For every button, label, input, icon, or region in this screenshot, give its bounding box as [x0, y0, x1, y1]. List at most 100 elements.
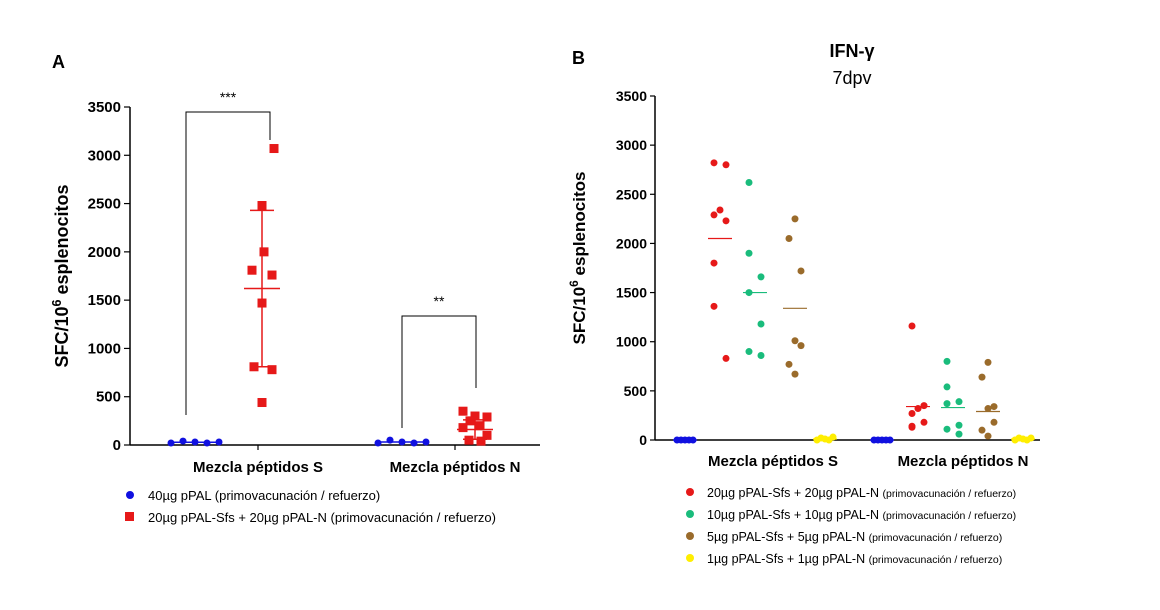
panel-a-label: A [52, 52, 65, 72]
panel-b-category-label: Mezcla péptidos S [708, 453, 838, 470]
panel-b-data-point-green [745, 178, 753, 186]
panel-a-data-point-red [257, 398, 267, 408]
panel-b-data-point-brown [984, 405, 992, 413]
panel-a-legend-marker [125, 512, 134, 521]
panel-b-data-point-brown [990, 403, 998, 411]
panel-a-y-axis-label: SFC/106 esplenocitos [50, 184, 72, 367]
panel-b-data-point-red [920, 418, 928, 426]
panel-a-y-tick-label: 500 [96, 389, 121, 406]
panel-b-data-point-green [955, 421, 963, 429]
panel-a-significance-bracket [185, 111, 271, 415]
panel-a-data-point-red [247, 265, 257, 275]
panel-a-category-label: Mezcla péptidos S [193, 459, 323, 476]
panel-b-subtitle: 7dpv [832, 68, 871, 88]
panel-b-data-point-red [710, 159, 718, 167]
panel-b-data-point-brown [791, 370, 799, 378]
panel-b-data-point-brown [978, 373, 986, 381]
panel-b-data-point-green [757, 320, 765, 328]
panel-b-legend-label: 10µg pPAL-Sfs + 10µg pPAL-N (primovacuna… [707, 508, 1016, 522]
panel-b-data-point-red [908, 409, 916, 417]
panel-b-data-point-green [745, 348, 753, 356]
panel-b-data-point-brown [990, 418, 998, 426]
panel-a-data-point-red [259, 247, 269, 257]
panel-a-data-point-blue [203, 439, 211, 447]
panel-b-legend-label: 1µg pPAL-Sfs + 1µg pPAL-N (primovacunaci… [707, 552, 1002, 566]
panel-b-data-point-brown [984, 432, 992, 440]
panel-b-legend-marker [686, 532, 694, 540]
panel-b-legend-marker [686, 488, 694, 496]
panel-b-data-point-green [943, 400, 951, 408]
panel-b-legend-label: 5µg pPAL-Sfs + 5µg pPAL-N (primovacunaci… [707, 530, 1002, 544]
panel-b-data-point-green [955, 398, 963, 406]
panel-a-data-point-red [482, 412, 492, 422]
panel-b-data-point-brown [785, 235, 793, 243]
panel-b-data-point-brown [984, 358, 992, 366]
panel-a-data-point-blue [179, 437, 187, 445]
panel-b-y-tick-label: 3000 [616, 137, 647, 153]
panel-a-data-point-red [482, 430, 492, 440]
panel-b-y-tick-label: 1500 [616, 285, 647, 301]
panel-b-data-point-red [908, 423, 916, 431]
panel-b-data-point-green [757, 351, 765, 359]
panel-a-legend-marker [126, 491, 134, 499]
panel-b-data-point-green [757, 273, 765, 281]
panel-b-data-point-green [955, 430, 963, 438]
panel-b-legend-marker [686, 510, 694, 518]
panel-a-data-point-blue [410, 439, 418, 447]
panel-a-y-tick-label: 0 [113, 437, 121, 454]
panel-b-y-tick-label: 3500 [616, 88, 647, 104]
panel-a-data-point-red [464, 435, 474, 445]
panel-b-data-point-green [745, 249, 753, 257]
panel-a-data-point-red [269, 144, 279, 154]
panel-b-y-axis-label: SFC/106 esplenocitos [567, 172, 589, 345]
panel-a-data-point-blue [374, 439, 382, 447]
panel-a-y-tick-label: 1000 [88, 340, 121, 357]
panel-b-data-point-brown [797, 342, 805, 350]
panel-a-significance-label: *** [220, 89, 237, 105]
panel-b-y-tick-label: 2000 [616, 235, 647, 251]
panel-a-y-tick-label: 2500 [88, 196, 121, 213]
panel-a-data-point-blue [422, 438, 430, 446]
panel-b-data-point-green [943, 425, 951, 433]
panel-a-y-tick-label: 1500 [88, 292, 121, 309]
panel-a-data-point-red [458, 423, 468, 433]
panel-b-data-point-yellow [1027, 434, 1035, 442]
panel-b-data-point-brown [791, 337, 799, 345]
panel-a-data-point-red [458, 406, 468, 416]
panel-a-data-point-red [470, 411, 480, 421]
panel-a-data-point-red [476, 436, 486, 446]
panel-a-data-point-blue [167, 439, 175, 447]
panel-b-data-point-red [920, 402, 928, 410]
panel-b-data-point-red [722, 161, 730, 169]
panel-b-y-tick-label: 2500 [616, 186, 647, 202]
panel-b-data-point-red [722, 217, 730, 225]
panel-a-y-tick-label: 2000 [88, 244, 121, 261]
panel-b-data-point-red [722, 354, 730, 362]
panel-b-legend-label: 20µg pPAL-Sfs + 20µg pPAL-N (primovacuna… [707, 486, 1016, 500]
panel-b-data-point-brown [791, 215, 799, 223]
panel-b-category-label: Mezcla péptidos N [898, 453, 1029, 470]
panel-b-y-tick-label: 1000 [616, 334, 647, 350]
panel-b-title: IFN-γ [830, 41, 875, 61]
panel-a-significance-bracket [401, 315, 477, 428]
panel-b-data-point-brown [978, 426, 986, 434]
panel-a-data-point-red [267, 270, 277, 280]
panel-b-legend-marker [686, 554, 694, 562]
panel-b-y-tick-label: 500 [624, 383, 648, 399]
panel-a-data-point-red [465, 416, 475, 426]
panel-b-data-point-brown [785, 360, 793, 368]
panel-b-data-point-red [908, 322, 916, 330]
panel-b-data-point-red [710, 302, 718, 310]
panel-b-data-point-green [943, 357, 951, 365]
panel-b-y-tick-label: 0 [639, 432, 647, 448]
panel-a-data-point-red [267, 365, 277, 375]
panel-b-data-point-green [943, 383, 951, 391]
panel-b-data-point-brown [797, 267, 805, 275]
panel-a-category-label: Mezcla péptidos N [390, 459, 521, 476]
panel-a-significance-label: ** [434, 293, 445, 309]
panel-a-legend-label: 20µg pPAL-Sfs + 20µg pPAL-N (primovacuna… [148, 510, 496, 525]
panel-b-data-point-red [710, 259, 718, 267]
panel-a-legend-label: 40µg pPAL (primovacunación / refuerzo) [148, 488, 380, 503]
